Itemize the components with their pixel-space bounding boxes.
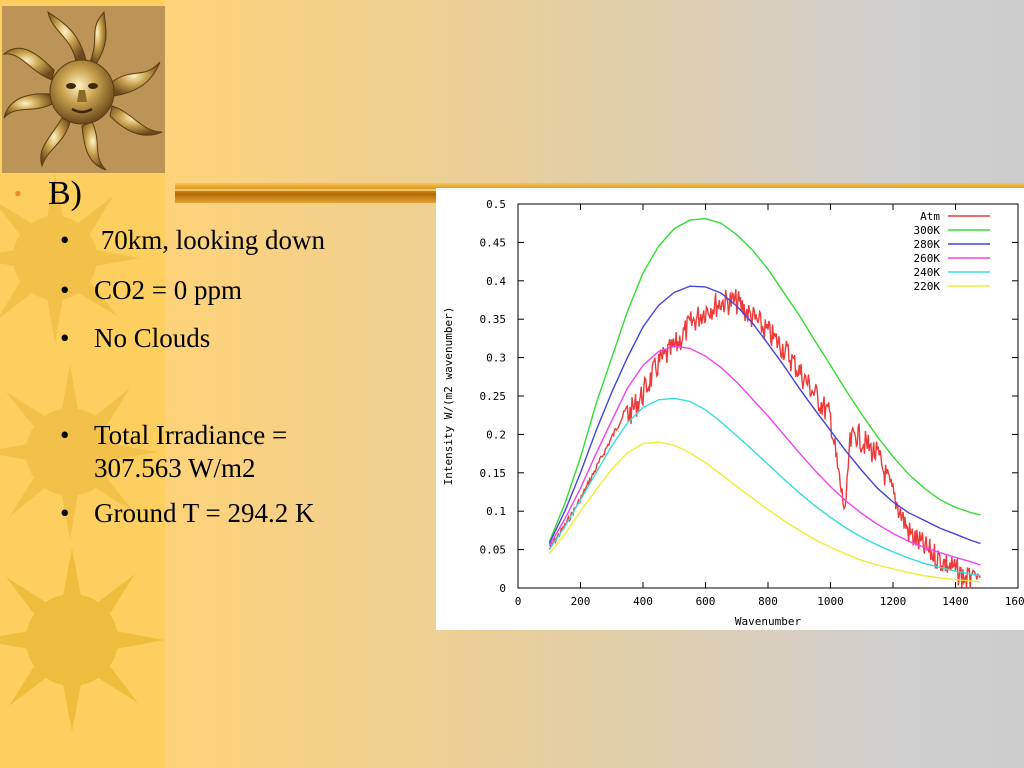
y-tick-label: 0.4 bbox=[486, 275, 506, 288]
sun-shape-icon bbox=[0, 548, 164, 732]
y-tick-label: 0.1 bbox=[486, 505, 506, 518]
x-tick-label: 1000 bbox=[817, 595, 844, 608]
x-tick-label: 600 bbox=[696, 595, 716, 608]
y-tick-label: 0.05 bbox=[480, 544, 507, 557]
legend-label: 220K bbox=[914, 280, 941, 293]
bullet-item: • Ground T = 294.2 K bbox=[14, 497, 434, 530]
slide-text: • B) • 70km, looking down • CO2 = 0 ppm … bbox=[14, 172, 434, 530]
bullet-dot: • bbox=[60, 275, 70, 305]
legend-label: Atm bbox=[920, 210, 940, 223]
bullet-item: • No Clouds bbox=[14, 322, 434, 355]
bullet-item: • Total Irradiance = 307.563 W/m2 bbox=[14, 419, 374, 485]
bullet-text: 70km, looking down bbox=[94, 225, 326, 255]
legend-label: 240K bbox=[914, 266, 941, 279]
y-tick-label: 0.3 bbox=[486, 352, 506, 365]
x-axis-label: Wavenumber bbox=[735, 615, 802, 628]
sun-face-icon bbox=[2, 6, 165, 173]
bullet-text: CO2 = 0 ppm bbox=[94, 275, 242, 305]
y-axis-label: Intensity W/(m2 wavenumber) bbox=[442, 307, 455, 486]
bullet-item: • 70km, looking down bbox=[14, 224, 434, 257]
series-line-220k bbox=[548, 441, 981, 583]
legend-label: 280K bbox=[914, 238, 941, 251]
y-tick-label: 0 bbox=[499, 582, 506, 595]
bullet-text: Total Irradiance = 307.563 W/m2 bbox=[94, 420, 288, 483]
bullet-dot: • bbox=[60, 225, 70, 255]
series-line-260k bbox=[548, 345, 981, 566]
y-tick-label: 0.15 bbox=[480, 467, 507, 480]
legend-label: 260K bbox=[914, 252, 941, 265]
bullet-dot: • bbox=[14, 181, 22, 206]
bullet-dot: • bbox=[60, 498, 70, 528]
bullet-item: • CO2 = 0 ppm bbox=[14, 274, 434, 307]
bullet-text: Ground T = 294.2 K bbox=[94, 498, 315, 528]
bullet-dot: • bbox=[60, 323, 70, 353]
legend-label: 300K bbox=[914, 224, 941, 237]
y-tick-label: 0.2 bbox=[486, 428, 506, 441]
y-tick-label: 0.45 bbox=[480, 236, 507, 249]
series-line-280k bbox=[548, 285, 981, 545]
x-tick-label: 1400 bbox=[942, 595, 969, 608]
sun-shape-icon bbox=[0, 364, 158, 540]
series-line-atm bbox=[548, 289, 981, 589]
x-tick-label: 200 bbox=[571, 595, 591, 608]
sun-shape-icon bbox=[0, 173, 140, 343]
slide-heading: B) bbox=[48, 175, 82, 212]
y-tick-label: 0.35 bbox=[480, 313, 507, 326]
y-tick-label: 0.25 bbox=[480, 390, 507, 403]
y-tick-label: 0.5 bbox=[486, 198, 506, 211]
plot-frame bbox=[517, 203, 1019, 589]
x-tick-label: 400 bbox=[633, 595, 653, 608]
x-tick-label: 800 bbox=[758, 595, 778, 608]
series-line-240k bbox=[548, 397, 981, 577]
x-tick-label: 0 bbox=[515, 595, 522, 608]
bullet-dot: • bbox=[60, 420, 70, 450]
bullet-text: No Clouds bbox=[94, 323, 211, 353]
heading-bullet: • B) bbox=[14, 172, 434, 220]
x-tick-label: 1200 bbox=[880, 595, 907, 608]
series-line-300k bbox=[548, 217, 981, 543]
